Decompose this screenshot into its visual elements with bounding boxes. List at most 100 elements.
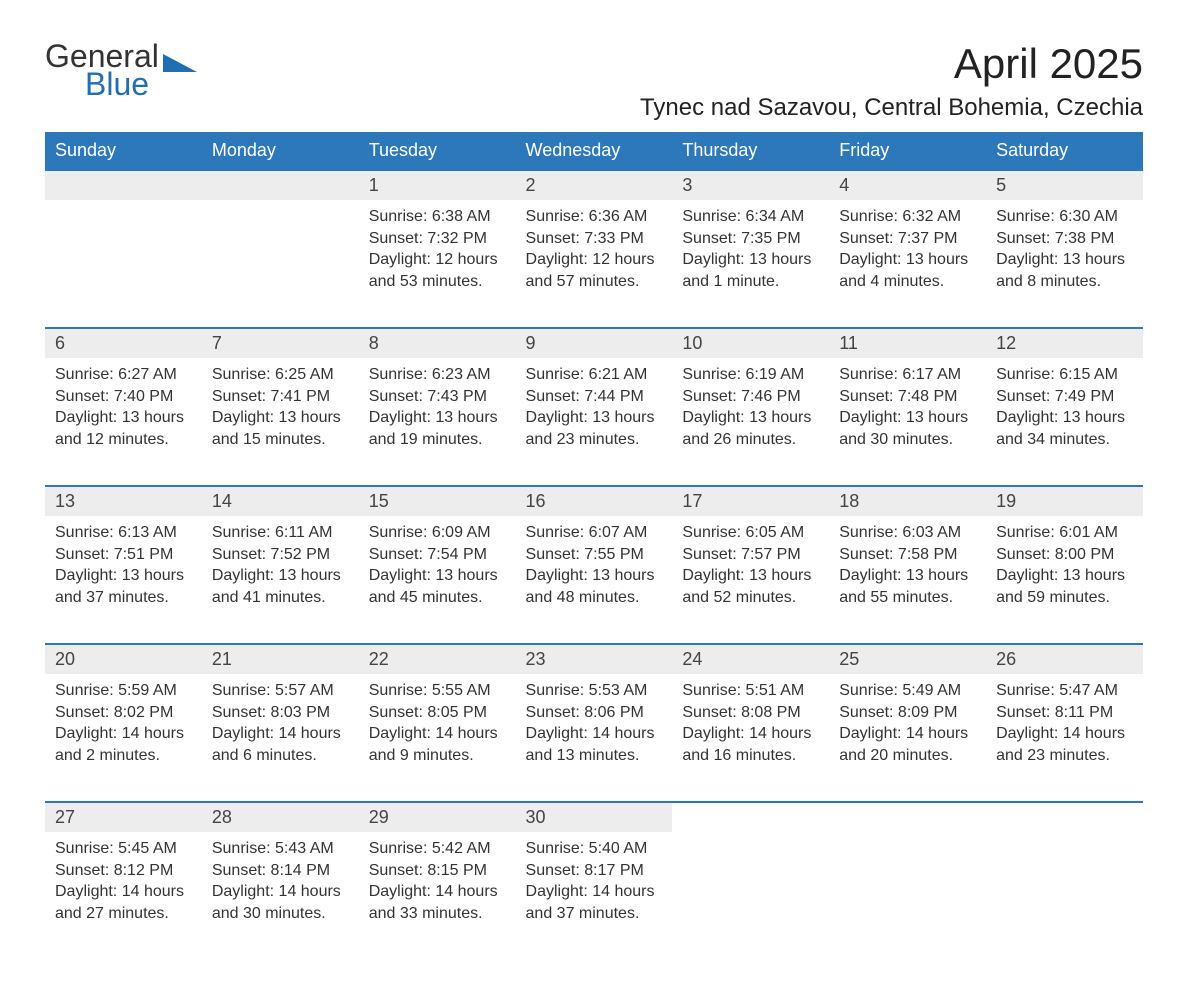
- day-number-cell: [986, 802, 1143, 832]
- day-number-cell: 22: [359, 644, 516, 674]
- day-number-cell: 14: [202, 486, 359, 516]
- sunset-text: Sunset: 7:49 PM: [996, 386, 1133, 408]
- day-content-cell: Sunrise: 5:53 AMSunset: 8:06 PMDaylight:…: [516, 674, 673, 802]
- sunrise-text: Sunrise: 6:01 AM: [996, 522, 1133, 544]
- day-content-cell: Sunrise: 5:51 AMSunset: 8:08 PMDaylight:…: [672, 674, 829, 802]
- day-number-cell: 12: [986, 328, 1143, 358]
- daylight-text: Daylight: 14 hours and 13 minutes.: [526, 723, 663, 766]
- weekday-header: Monday: [202, 132, 359, 170]
- weekday-header: Wednesday: [516, 132, 673, 170]
- sunrise-text: Sunrise: 6:07 AM: [526, 522, 663, 544]
- day-content-row: Sunrise: 6:13 AMSunset: 7:51 PMDaylight:…: [45, 516, 1143, 644]
- sunrise-text: Sunrise: 6:23 AM: [369, 364, 506, 386]
- title-block: April 2025 Tynec nad Sazavou, Central Bo…: [640, 40, 1143, 122]
- sunset-text: Sunset: 7:37 PM: [839, 228, 976, 250]
- day-content-cell: Sunrise: 6:34 AMSunset: 7:35 PMDaylight:…: [672, 200, 829, 328]
- sunrise-text: Sunrise: 6:25 AM: [212, 364, 349, 386]
- sunrise-text: Sunrise: 6:34 AM: [682, 206, 819, 228]
- day-number-cell: [202, 170, 359, 200]
- logo: General Blue: [45, 40, 197, 100]
- day-content-cell: Sunrise: 6:07 AMSunset: 7:55 PMDaylight:…: [516, 516, 673, 644]
- sunrise-text: Sunrise: 6:09 AM: [369, 522, 506, 544]
- daylight-text: Daylight: 13 hours and 41 minutes.: [212, 565, 349, 608]
- daylight-text: Daylight: 14 hours and 2 minutes.: [55, 723, 192, 766]
- day-content-row: Sunrise: 6:38 AMSunset: 7:32 PMDaylight:…: [45, 200, 1143, 328]
- day-number-cell: 24: [672, 644, 829, 674]
- daylight-text: Daylight: 13 hours and 4 minutes.: [839, 249, 976, 292]
- sunrise-text: Sunrise: 6:32 AM: [839, 206, 976, 228]
- day-number-cell: 13: [45, 486, 202, 516]
- daylight-text: Daylight: 13 hours and 1 minute.: [682, 249, 819, 292]
- day-content-cell: Sunrise: 6:11 AMSunset: 7:52 PMDaylight:…: [202, 516, 359, 644]
- daylight-text: Daylight: 14 hours and 16 minutes.: [682, 723, 819, 766]
- day-content-cell: Sunrise: 6:05 AMSunset: 7:57 PMDaylight:…: [672, 516, 829, 644]
- sunset-text: Sunset: 7:32 PM: [369, 228, 506, 250]
- sunset-text: Sunset: 8:15 PM: [369, 860, 506, 882]
- sunset-text: Sunset: 7:43 PM: [369, 386, 506, 408]
- weekday-header: Friday: [829, 132, 986, 170]
- day-content-cell: [829, 832, 986, 960]
- daylight-text: Daylight: 14 hours and 6 minutes.: [212, 723, 349, 766]
- sunset-text: Sunset: 7:51 PM: [55, 544, 192, 566]
- daylight-text: Daylight: 13 hours and 15 minutes.: [212, 407, 349, 450]
- sunset-text: Sunset: 8:12 PM: [55, 860, 192, 882]
- sunrise-text: Sunrise: 6:21 AM: [526, 364, 663, 386]
- day-content-cell: [986, 832, 1143, 960]
- sunset-text: Sunset: 8:11 PM: [996, 702, 1133, 724]
- day-content-cell: Sunrise: 6:09 AMSunset: 7:54 PMDaylight:…: [359, 516, 516, 644]
- day-number-cell: [45, 170, 202, 200]
- header: General Blue April 2025 Tynec nad Sazavo…: [45, 40, 1143, 122]
- day-number-cell: [829, 802, 986, 832]
- daylight-text: Daylight: 13 hours and 59 minutes.: [996, 565, 1133, 608]
- day-content-cell: Sunrise: 5:42 AMSunset: 8:15 PMDaylight:…: [359, 832, 516, 960]
- day-content-cell: Sunrise: 6:01 AMSunset: 8:00 PMDaylight:…: [986, 516, 1143, 644]
- day-number-row: 13141516171819: [45, 486, 1143, 516]
- day-content-cell: Sunrise: 6:30 AMSunset: 7:38 PMDaylight:…: [986, 200, 1143, 328]
- weekday-header-row: SundayMondayTuesdayWednesdayThursdayFrid…: [45, 132, 1143, 170]
- sunrise-text: Sunrise: 6:36 AM: [526, 206, 663, 228]
- sunset-text: Sunset: 7:35 PM: [682, 228, 819, 250]
- sunrise-text: Sunrise: 6:17 AM: [839, 364, 976, 386]
- daylight-text: Daylight: 12 hours and 57 minutes.: [526, 249, 663, 292]
- sunset-text: Sunset: 8:17 PM: [526, 860, 663, 882]
- daylight-text: Daylight: 13 hours and 19 minutes.: [369, 407, 506, 450]
- day-content-cell: Sunrise: 6:32 AMSunset: 7:37 PMDaylight:…: [829, 200, 986, 328]
- day-content-cell: Sunrise: 5:57 AMSunset: 8:03 PMDaylight:…: [202, 674, 359, 802]
- day-number-cell: 9: [516, 328, 673, 358]
- daylight-text: Daylight: 13 hours and 30 minutes.: [839, 407, 976, 450]
- day-content-row: Sunrise: 6:27 AMSunset: 7:40 PMDaylight:…: [45, 358, 1143, 486]
- day-number-cell: 18: [829, 486, 986, 516]
- sunset-text: Sunset: 8:08 PM: [682, 702, 819, 724]
- day-content-cell: Sunrise: 5:47 AMSunset: 8:11 PMDaylight:…: [986, 674, 1143, 802]
- day-number-cell: 7: [202, 328, 359, 358]
- sunrise-text: Sunrise: 6:30 AM: [996, 206, 1133, 228]
- day-number-cell: 2: [516, 170, 673, 200]
- day-number-row: 12345: [45, 170, 1143, 200]
- page-title: April 2025: [640, 40, 1143, 88]
- logo-word2: Blue: [85, 68, 197, 100]
- daylight-text: Daylight: 13 hours and 37 minutes.: [55, 565, 192, 608]
- sunset-text: Sunset: 7:55 PM: [526, 544, 663, 566]
- day-number-cell: 20: [45, 644, 202, 674]
- day-number-cell: 10: [672, 328, 829, 358]
- daylight-text: Daylight: 13 hours and 45 minutes.: [369, 565, 506, 608]
- location-subtitle: Tynec nad Sazavou, Central Bohemia, Czec…: [640, 94, 1143, 122]
- day-number-row: 6789101112: [45, 328, 1143, 358]
- sunrise-text: Sunrise: 5:55 AM: [369, 680, 506, 702]
- day-number-cell: 6: [45, 328, 202, 358]
- day-number-cell: 5: [986, 170, 1143, 200]
- weekday-header: Saturday: [986, 132, 1143, 170]
- sunset-text: Sunset: 8:06 PM: [526, 702, 663, 724]
- day-content-cell: Sunrise: 6:15 AMSunset: 7:49 PMDaylight:…: [986, 358, 1143, 486]
- sunrise-text: Sunrise: 5:47 AM: [996, 680, 1133, 702]
- day-content-cell: Sunrise: 5:40 AMSunset: 8:17 PMDaylight:…: [516, 832, 673, 960]
- sunset-text: Sunset: 7:33 PM: [526, 228, 663, 250]
- day-content-cell: Sunrise: 6:38 AMSunset: 7:32 PMDaylight:…: [359, 200, 516, 328]
- day-content-cell: Sunrise: 6:36 AMSunset: 7:33 PMDaylight:…: [516, 200, 673, 328]
- sunset-text: Sunset: 7:44 PM: [526, 386, 663, 408]
- day-number-row: 27282930: [45, 802, 1143, 832]
- day-number-cell: 29: [359, 802, 516, 832]
- weekday-header: Thursday: [672, 132, 829, 170]
- day-content-cell: Sunrise: 6:19 AMSunset: 7:46 PMDaylight:…: [672, 358, 829, 486]
- daylight-text: Daylight: 14 hours and 20 minutes.: [839, 723, 976, 766]
